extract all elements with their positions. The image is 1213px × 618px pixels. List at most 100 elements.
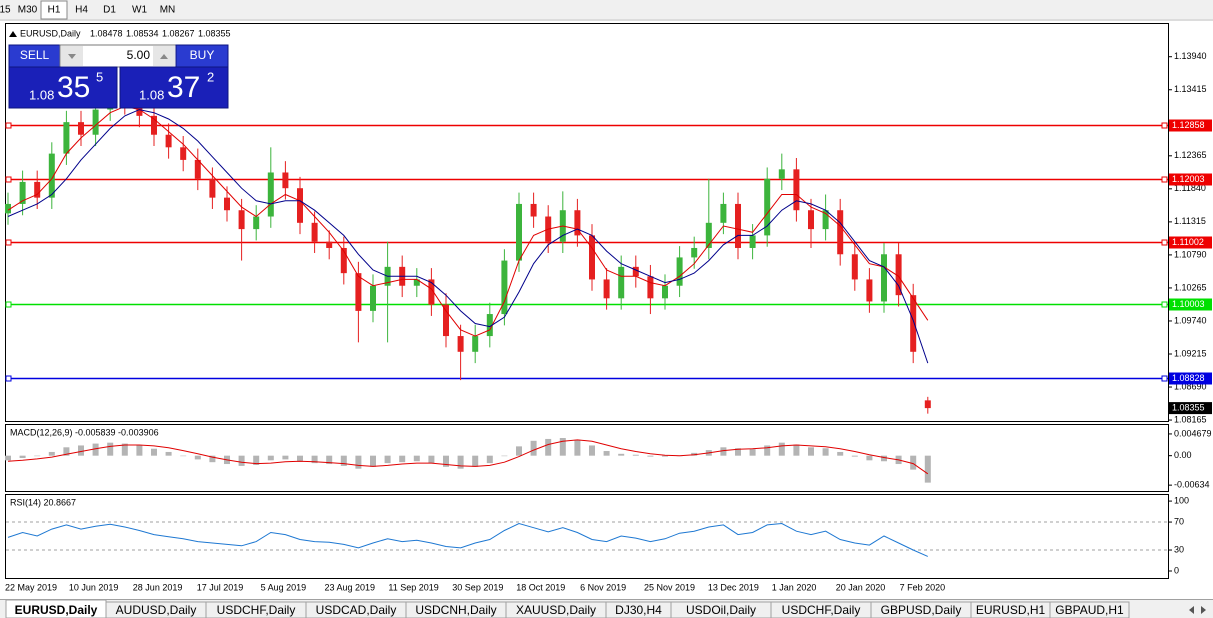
macd-bar xyxy=(413,455,420,462)
candle-body xyxy=(501,260,508,315)
macd-bar xyxy=(121,443,128,456)
level-handle[interactable] xyxy=(1161,375,1168,382)
y-tick-label: 1.10265 xyxy=(1174,282,1207,292)
moving-average xyxy=(7,105,929,337)
candle-body xyxy=(326,241,333,248)
candle-body xyxy=(5,203,11,214)
level-handle[interactable] xyxy=(5,375,12,382)
level-price-box xyxy=(1169,173,1212,186)
rsi-line xyxy=(7,522,929,557)
macd-bar xyxy=(720,447,727,456)
decrease-arrow xyxy=(68,54,76,59)
timeframe-label: M30 xyxy=(18,5,38,16)
candle-body xyxy=(530,203,537,217)
candle-body xyxy=(355,273,362,311)
candle-body xyxy=(793,169,800,211)
macd-bar xyxy=(267,455,274,461)
y-tick-label: 1.10790 xyxy=(1174,249,1207,259)
macd-bar xyxy=(151,448,157,456)
candle-body xyxy=(19,181,26,204)
level-handle[interactable] xyxy=(5,301,12,308)
macd-signal xyxy=(7,439,929,475)
candle-body xyxy=(370,285,376,311)
candle-body xyxy=(603,279,610,299)
macd-bar xyxy=(457,455,464,469)
chart-tab[interactable] xyxy=(1049,601,1130,618)
x-axis-label: 23 Aug 2019 xyxy=(325,582,376,592)
collapse-icon[interactable] xyxy=(9,31,17,37)
ohlc-value: 1.08534 xyxy=(126,28,159,38)
level-handle[interactable] xyxy=(1161,301,1168,308)
candle-body xyxy=(866,279,873,302)
level-handle[interactable] xyxy=(1161,122,1168,129)
candle-body xyxy=(851,254,858,280)
candle-body xyxy=(516,203,522,261)
toolbar xyxy=(0,0,1213,20)
macd-bar xyxy=(545,438,552,456)
macd-bar xyxy=(399,455,406,463)
ask-box[interactable] xyxy=(119,66,229,109)
macd-bar xyxy=(311,455,318,464)
tab-scroll-left[interactable] xyxy=(1189,606,1194,614)
macd-bar xyxy=(603,451,610,456)
macd-bar xyxy=(370,455,376,467)
ohlc-value: 1.08478 xyxy=(90,28,123,38)
timeframe-button[interactable] xyxy=(40,0,68,20)
candle-body xyxy=(340,247,347,274)
sell-label: SELL xyxy=(20,48,50,62)
buy-label: BUY xyxy=(190,48,215,62)
macd-bar xyxy=(355,455,362,469)
macd-bar xyxy=(837,451,844,456)
candle-body xyxy=(457,336,464,352)
level-price-box xyxy=(1169,236,1212,249)
bid-box[interactable] xyxy=(8,66,118,109)
macd-bar xyxy=(618,453,625,456)
timeframe-button[interactable] xyxy=(96,1,123,19)
timeframe-button[interactable] xyxy=(154,1,181,19)
candle-body xyxy=(78,122,84,135)
candle-body xyxy=(778,169,785,179)
macd-bar xyxy=(48,451,55,456)
macd-bar xyxy=(282,455,289,460)
level-handle[interactable] xyxy=(5,122,12,129)
level-handle[interactable] xyxy=(1161,239,1168,246)
candle-body xyxy=(764,178,771,236)
y-tick-label: -0.00634 xyxy=(1174,480,1210,490)
timeframe-button[interactable] xyxy=(0,1,12,19)
macd-bar xyxy=(662,455,668,457)
timeframe-button[interactable] xyxy=(126,1,153,19)
macd-bar xyxy=(428,455,435,464)
ohlc-value: 1.08267 xyxy=(162,28,195,38)
timeframe-button[interactable] xyxy=(14,1,41,19)
x-axis-label: 22 May 2019 xyxy=(5,582,57,592)
level-handle[interactable] xyxy=(1161,176,1168,183)
macd-bar xyxy=(384,455,391,464)
macd-bar xyxy=(107,442,114,456)
candle-body xyxy=(895,254,902,296)
candle-body xyxy=(632,266,639,277)
timeframe-label: D1 xyxy=(103,5,116,16)
macd-bar xyxy=(516,446,522,456)
tab-scroll-right[interactable] xyxy=(1201,606,1206,614)
y-tick-label: 1.11315 xyxy=(1174,216,1206,226)
candle-body xyxy=(48,153,55,198)
macd-bar xyxy=(209,455,216,463)
macd-bar xyxy=(866,455,873,461)
candle-body xyxy=(618,266,625,299)
candle-body xyxy=(311,222,318,242)
level-handle[interactable] xyxy=(5,176,12,183)
x-axis-label: 1 Jan 2020 xyxy=(772,582,817,592)
macd-bar xyxy=(19,455,26,458)
macd-bar xyxy=(808,447,814,456)
chart-tab-label: USDCNH,Daily xyxy=(415,603,496,617)
chart-tab-label: USDCHF,Daily xyxy=(782,603,861,617)
x-axis-label: 18 Oct 2019 xyxy=(516,582,565,592)
bid-pips: 35 xyxy=(57,71,90,104)
macd-bar xyxy=(194,455,201,460)
candle-body xyxy=(720,203,727,223)
macd-bar xyxy=(297,455,303,462)
bid-fraction: 5 xyxy=(96,69,103,84)
level-handle[interactable] xyxy=(5,239,12,246)
y-tick-label: 1.08690 xyxy=(1174,381,1207,391)
timeframe-button[interactable] xyxy=(68,1,95,19)
